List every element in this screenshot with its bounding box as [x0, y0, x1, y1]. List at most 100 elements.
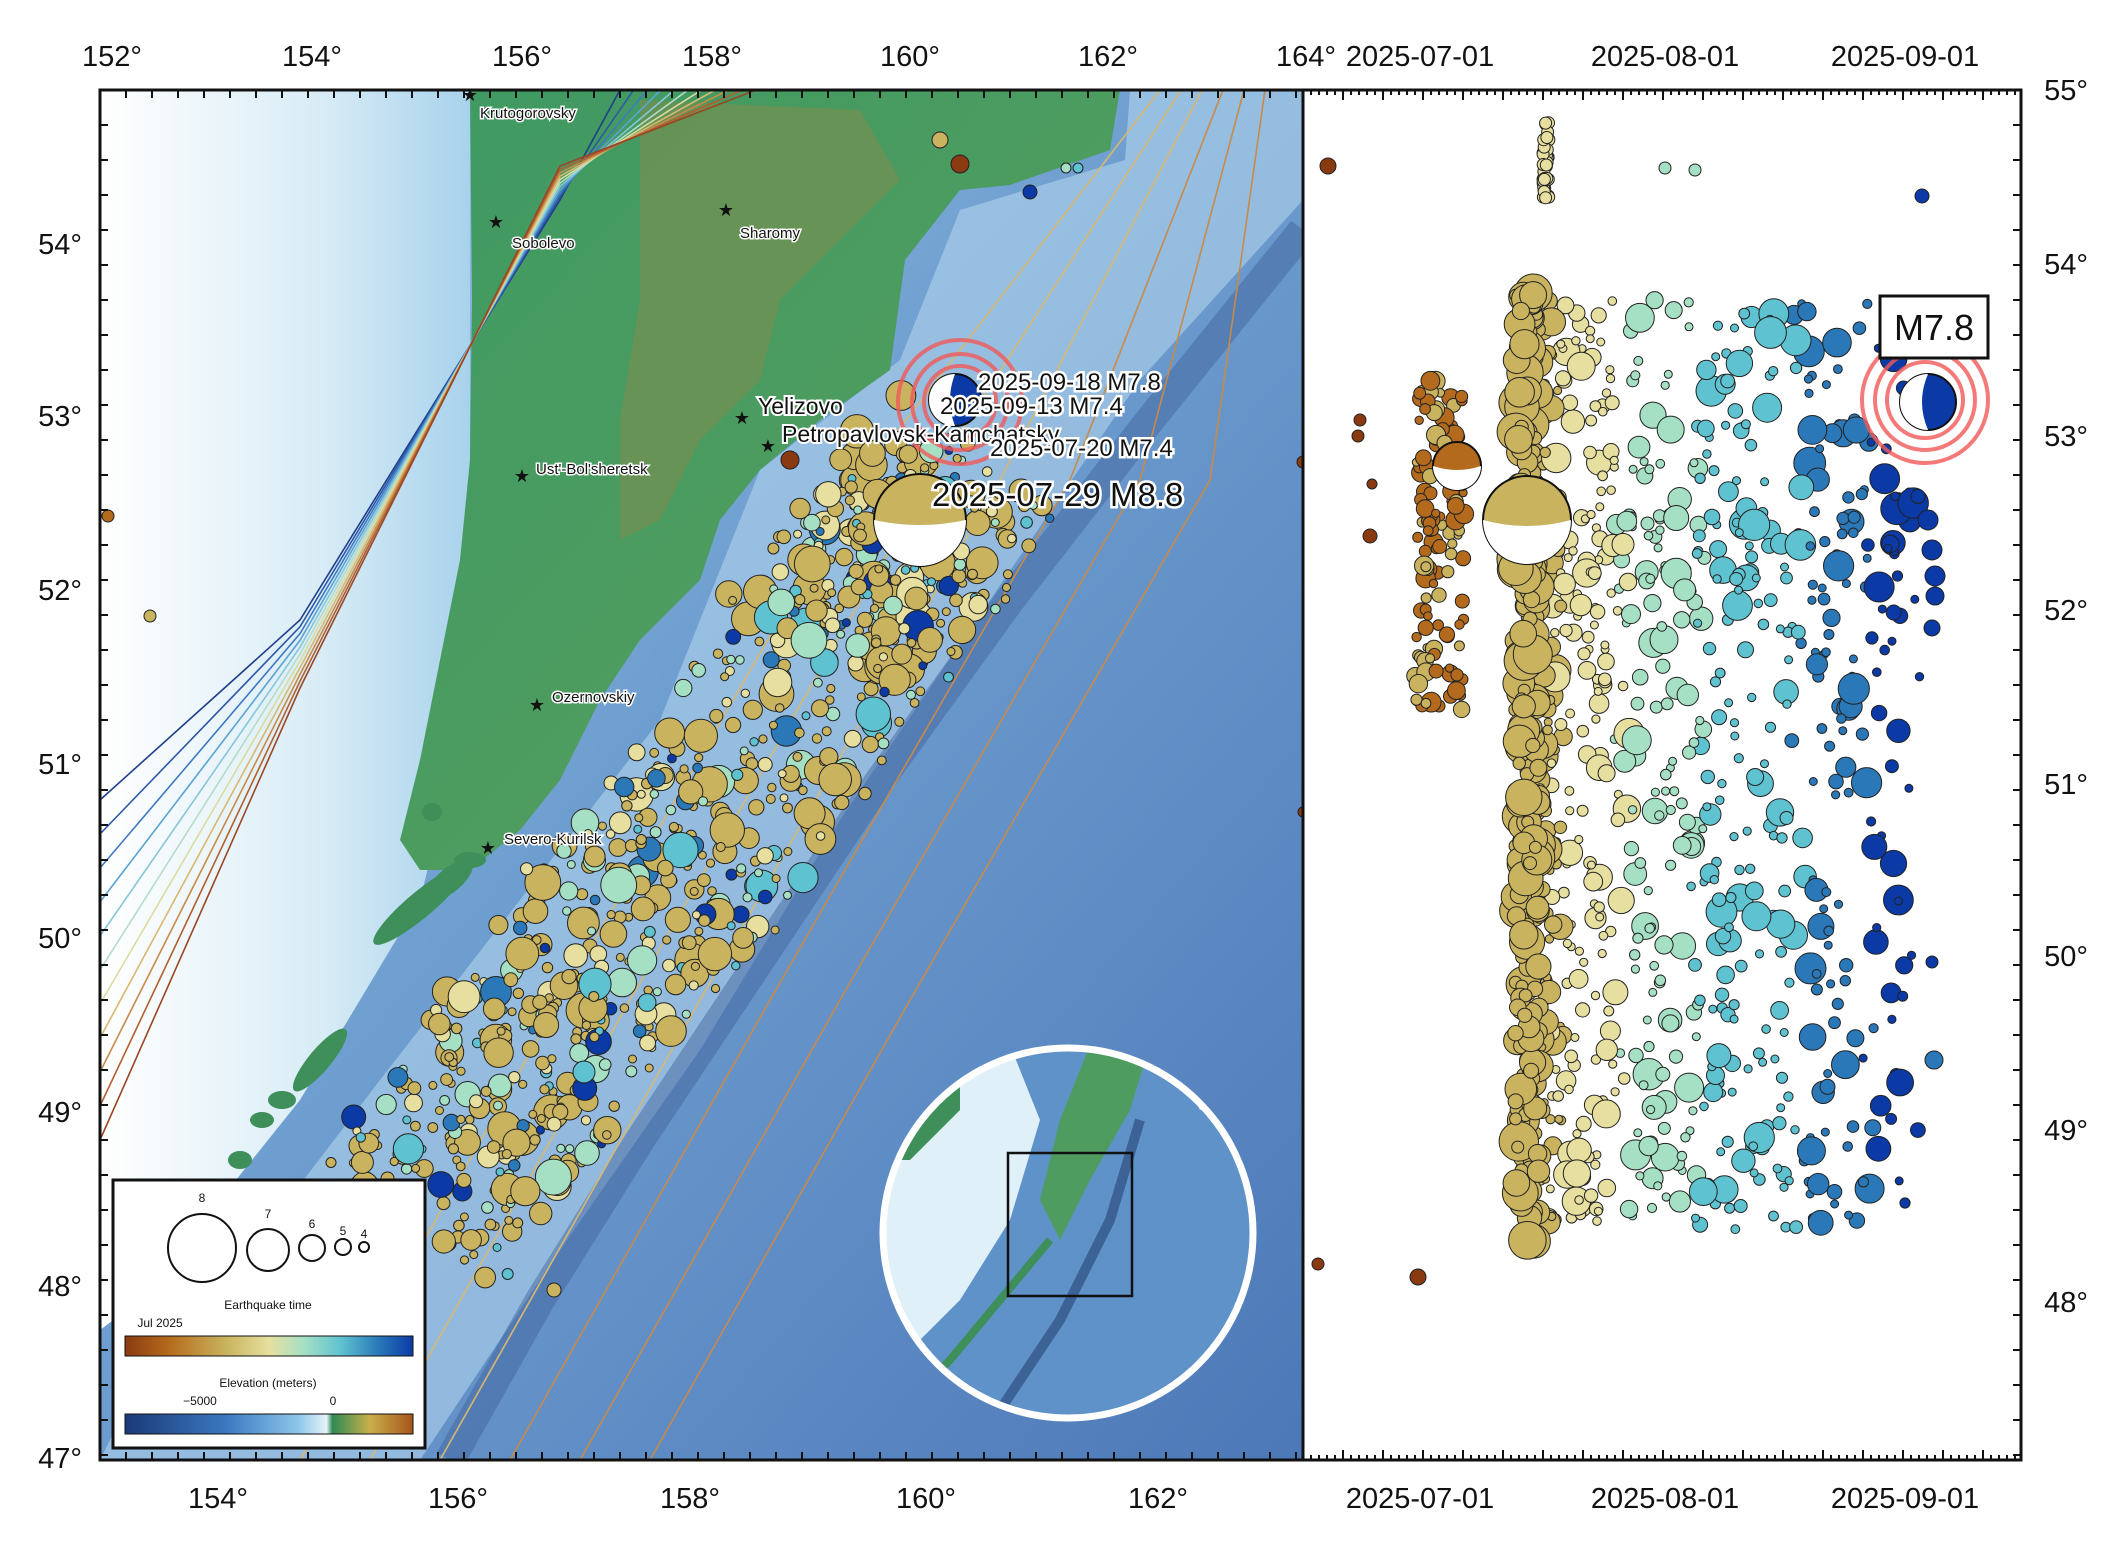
time-earthquake-dot	[1674, 1072, 1705, 1103]
earthquake-dot	[691, 910, 701, 920]
time-earthquake-dot	[1415, 449, 1432, 467]
kamchatka-peninsula	[400, 90, 1120, 870]
time-earthquake-dot	[1846, 1120, 1860, 1133]
time-earthquake-dot	[1664, 301, 1683, 320]
earthquake-dot	[546, 1116, 562, 1132]
earthquake-dot	[915, 686, 926, 697]
earthquake-dot	[407, 1081, 422, 1096]
time-earthquake-dot	[1910, 594, 1920, 604]
time-earthquake-dot	[1870, 704, 1888, 722]
time-earthquake-dot	[1583, 445, 1597, 460]
earthquake-dot	[570, 1033, 582, 1045]
time-earthquake-dot	[1591, 1099, 1621, 1129]
time-earthquake-dot	[1419, 403, 1431, 415]
earthquake-dot	[428, 1012, 451, 1036]
time-earthquake-dot	[1688, 1106, 1698, 1116]
earthquake-dot	[783, 890, 792, 900]
time-earthquake-dot	[1688, 958, 1702, 972]
time-earthquake-dot	[1734, 528, 1744, 538]
earthquake-dot	[909, 698, 920, 708]
earthquake-dot	[427, 1171, 455, 1198]
lat-tick-label: 53°	[38, 401, 82, 433]
time-earthquake-dot	[1749, 1168, 1759, 1178]
time-earthquake-dot	[1821, 647, 1831, 658]
time-earthquake-dot	[1836, 713, 1847, 724]
earthquake-dot	[936, 618, 946, 628]
time-earthquake-dot	[1648, 987, 1658, 997]
event-callout-label: 2025-09-13 M7.4	[940, 393, 1123, 420]
time-earthquake-dot	[1925, 586, 1945, 606]
time-earthquake-dot	[1772, 1163, 1783, 1174]
earthquake-dot	[639, 1034, 656, 1052]
kuril-kamchatka-trench	[436, 220, 1303, 1460]
time-earthquake-dot	[1560, 409, 1586, 434]
earthquake-dot	[460, 1229, 482, 1251]
earthquake-dot	[732, 905, 750, 924]
time-earthquake-dot	[1709, 875, 1720, 885]
earthquake-dot	[598, 1058, 612, 1071]
time-earthquake-dot	[1628, 1047, 1644, 1064]
earthquake-dot	[481, 1201, 494, 1214]
earthquake-dot	[815, 481, 842, 508]
time-earthquake-dot	[1554, 370, 1572, 387]
time-earthquake-dot	[1717, 778, 1727, 789]
earthquake-dot	[486, 1140, 501, 1154]
time-earthquake-dot	[1910, 1122, 1926, 1138]
time-earthquake-dot	[1575, 1115, 1592, 1132]
earthquake-dot	[492, 1243, 502, 1252]
earthquake-dot	[836, 629, 846, 639]
time-earthquake-dot	[1778, 884, 1792, 898]
earthquake-dot	[559, 881, 579, 901]
earthquake-dot	[774, 703, 785, 713]
earthquake-dot	[1072, 162, 1084, 174]
time-earthquake-dot	[1847, 510, 1861, 524]
lat-tick-label: 51°	[2044, 769, 2088, 801]
time-earthquake-dot	[1702, 802, 1712, 812]
time-earthquake-dot	[1537, 172, 1551, 186]
time-earthquake-dot	[1879, 849, 1908, 878]
earthquake-dot	[941, 607, 951, 617]
event-callout-label: 2025-07-29 M8.8	[932, 476, 1183, 513]
earthquake-dot	[834, 603, 845, 614]
earthquake-dot	[483, 1037, 514, 1068]
earthquake-dot	[662, 831, 699, 869]
time-earthquake-dot	[1565, 806, 1575, 816]
time-earthquake-dot	[1643, 530, 1654, 541]
time-earthquake-dot	[1649, 700, 1663, 714]
time-earthquake-dot	[1509, 619, 1537, 648]
earthquake-dot	[325, 1157, 337, 1168]
time-earthquake-dot	[1638, 1080, 1649, 1091]
time-earthquake-dot	[1779, 1028, 1789, 1037]
earthquake-dot	[484, 1218, 497, 1231]
time-earthquake-dot	[1621, 604, 1641, 625]
time-earthquake-dot	[1822, 608, 1841, 628]
city-label: Yelizovo	[758, 393, 843, 419]
time-earthquake-dot	[1842, 491, 1855, 504]
time-earthquake-dot	[1633, 1128, 1643, 1138]
slab-contour-line	[100, 90, 757, 1141]
time-earthquake-dot	[1569, 593, 1593, 617]
time-earthquake-dot	[1544, 915, 1563, 934]
time-earthquake-dot	[1894, 896, 1903, 906]
earthquake-dot	[683, 718, 719, 753]
time-earthquake-dot	[1607, 296, 1618, 306]
earthquake-dot	[447, 980, 481, 1014]
time-earthquake-dot	[1546, 758, 1557, 769]
time-earthquake-dot	[1655, 458, 1666, 469]
okhotsk-sea-shelf	[100, 90, 470, 1330]
earthquake-dot	[736, 863, 747, 874]
time-earthquake-dot	[1641, 797, 1669, 825]
time-earthquake-dot	[1554, 599, 1568, 613]
city-star-icon: ★	[462, 85, 478, 105]
time-earthquake-dot	[1708, 465, 1720, 477]
earthquake-dot	[427, 1122, 439, 1133]
time-earthquake-dot	[1925, 955, 1939, 969]
time-earthquake-dot	[1589, 604, 1606, 620]
time-earthquake-dot	[1420, 592, 1432, 604]
time-earthquake-dot	[1519, 281, 1548, 310]
earthquake-dot	[561, 969, 577, 985]
time-earthquake-dot	[1784, 733, 1800, 748]
time-earthquake-dot	[1833, 364, 1843, 375]
earthquake-dot	[459, 1255, 470, 1265]
lat-tick-label: 50°	[38, 923, 82, 955]
